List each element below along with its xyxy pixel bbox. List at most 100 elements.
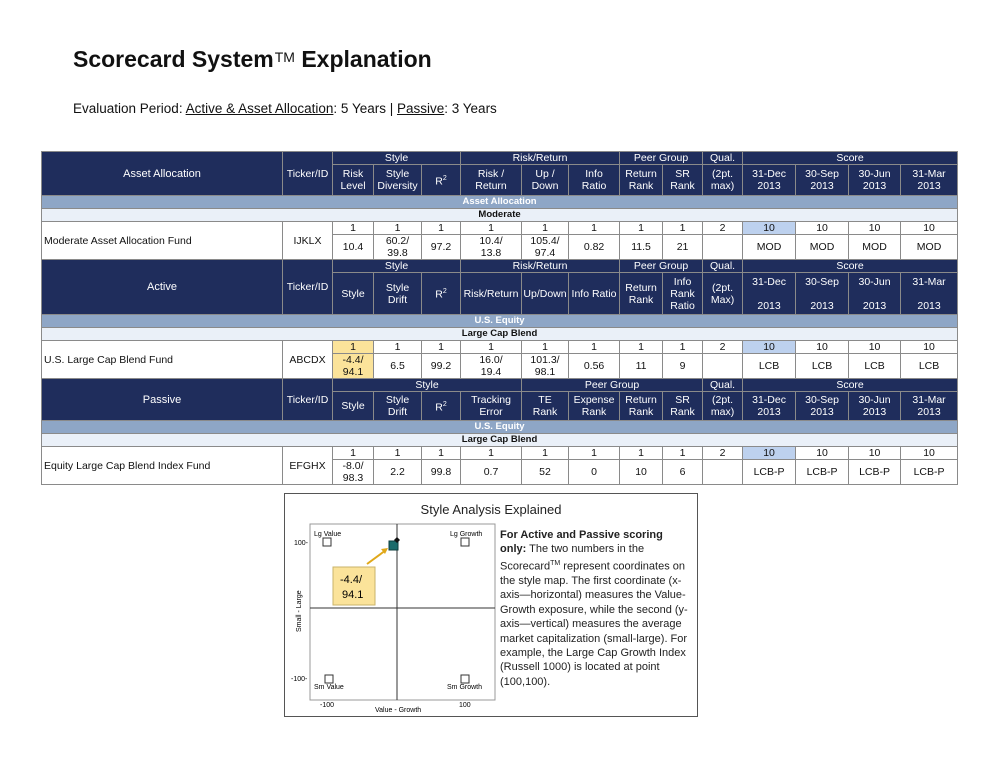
value-cell: 6.5 xyxy=(373,353,422,379)
header-qual: Qual. xyxy=(702,378,744,392)
header-ticker: Ticker/ID xyxy=(282,259,333,315)
header-r2: R2 xyxy=(420,164,462,196)
header-peer-group: Peer Group xyxy=(619,151,704,165)
sm-growth-label: Sm Growth xyxy=(447,684,482,691)
y-tick-bottom: -100- xyxy=(291,676,308,683)
eval-passive: Passive xyxy=(396,101,445,116)
header-risk-return: Risk/Return xyxy=(460,151,621,165)
table-row: Moderate Asset Allocation Fund IJKLX 1 1… xyxy=(41,221,959,260)
y-axis-label: Small - Large xyxy=(296,590,303,632)
value-cell: 60.2/39.8 xyxy=(373,234,422,260)
eval-active: Active & Asset Allocation xyxy=(185,101,334,116)
score-cell: 10 xyxy=(795,446,850,460)
style-description: For Active and Passive scoring only: The… xyxy=(500,529,688,688)
style-coordinate-cell: -4.4/94.1 xyxy=(332,353,374,379)
value-cell: 6 xyxy=(662,459,704,485)
score-cell: 10 xyxy=(795,340,850,354)
table-row: U.S. Large Cap Blend Fund ABCDX 1 1 1 1 … xyxy=(41,340,959,379)
header-style: Style xyxy=(331,259,462,273)
header-r2: R2 xyxy=(420,391,462,421)
score-cell: 10 xyxy=(742,446,797,460)
value-cell: 21 xyxy=(662,234,704,260)
header-up-down: Up/Down xyxy=(521,272,570,315)
header-ticker: Ticker/ID xyxy=(282,151,333,196)
header-date-2: 30-Sep 2013 xyxy=(795,164,850,196)
lg-growth-marker xyxy=(460,537,470,547)
table-row: -4.4/94.1 6.5 99.2 16.0/19.4 101.3/98.1 … xyxy=(42,353,959,379)
header-r2: R2 xyxy=(420,272,462,315)
value-cell xyxy=(702,459,744,485)
header-up-down: Up / Down xyxy=(521,164,570,196)
value-cell: 99.2 xyxy=(420,353,462,379)
points-cell: 1 xyxy=(420,446,462,460)
points-cell: 2 xyxy=(702,221,744,235)
header-tracking-error: Tracking Error xyxy=(460,391,523,421)
header-style-col: Style xyxy=(332,391,374,421)
category-cell: MOD xyxy=(742,234,797,260)
fund-style-point xyxy=(388,540,399,551)
header-style-diversity: Style Diversity xyxy=(373,164,422,196)
category-cell: MOD xyxy=(795,234,850,260)
header-info-ratio: Info Ratio xyxy=(568,272,621,315)
header-qual: Qual. xyxy=(702,259,744,273)
score-cell: 10 xyxy=(848,340,902,354)
score-cell: 10 xyxy=(900,340,959,354)
style-analysis-box: Style Analysis Explained Lg Value Lg Gro… xyxy=(284,493,698,717)
fund-name: Equity Large Cap Blend Index Fund xyxy=(41,446,283,485)
points-cell: 1 xyxy=(332,221,374,235)
section-asset-allocation: Asset Allocation xyxy=(40,195,959,209)
sm-value-label: Sm Value xyxy=(314,684,344,691)
table-row: Equity Large Cap Blend Index Fund EFGHX … xyxy=(41,446,959,485)
value-cell: 0.82 xyxy=(568,234,621,260)
points-cell: 1 xyxy=(460,340,523,354)
sm-value-marker xyxy=(324,674,334,684)
points-cell: 1 xyxy=(373,221,422,235)
header-risk-level: Risk Level xyxy=(332,164,374,196)
points-cell: 2 xyxy=(702,446,744,460)
callout-line-2: 94.1 xyxy=(342,589,363,601)
header-score: Score xyxy=(742,151,959,165)
style-map: Lg Value Lg Growth Sm Value Sm Growth 10… xyxy=(291,523,496,714)
points-cell: 1 xyxy=(332,340,374,354)
category-cell: LCB-P xyxy=(900,459,959,485)
header-info-ratio-rank: Info Rank Ratio xyxy=(662,272,704,315)
header-date-4: 31-Mar 2013 xyxy=(900,272,959,315)
callout-arrow-head xyxy=(381,548,388,554)
category-cell: MOD xyxy=(848,234,902,260)
value-cell xyxy=(702,353,744,379)
points-cell: 1 xyxy=(521,340,570,354)
points-cell: 1 xyxy=(420,221,462,235)
points-cell: 1 xyxy=(662,340,704,354)
value-cell: 101.3/98.1 xyxy=(521,353,570,379)
index-point-marker xyxy=(394,537,400,543)
header-date-3: 30-Jun 2013 xyxy=(848,272,902,315)
header-style: Style xyxy=(331,151,462,165)
fund-ticker: ABCDX xyxy=(282,340,333,379)
header-style-drift: Style Drift xyxy=(373,391,422,421)
style-coordinate-cell: -8.0/98.3 xyxy=(332,459,374,485)
header-date-2: 30-Sep 2013 xyxy=(795,391,850,421)
category-cell: LCB-P xyxy=(742,459,797,485)
score-cell: 10 xyxy=(795,221,850,235)
header-date-4: 31-Mar 2013 xyxy=(900,164,959,196)
points-cell: 1 xyxy=(521,446,570,460)
table-row: -8.0/98.3 2.2 99.8 0.7 52 0 10 6 LCB-P L… xyxy=(42,459,959,485)
points-cell: 1 xyxy=(619,446,664,460)
score-cell: 10 xyxy=(900,221,959,235)
header-date-1: 31-Dec 2013 xyxy=(742,164,797,196)
subsection-moderate: Moderate xyxy=(40,208,959,222)
header-peer-group: Peer Group xyxy=(619,259,704,273)
header-info-ratio: Info Ratio xyxy=(568,164,621,196)
lg-value-marker xyxy=(322,537,332,547)
subsection-large-cap-blend: Large Cap Blend xyxy=(40,327,959,341)
fund-name: Moderate Asset Allocation Fund xyxy=(41,221,283,260)
callout-box xyxy=(332,566,376,606)
value-cell: 105.4/97.4 xyxy=(521,234,570,260)
x-axis-label: Value - Growth xyxy=(375,707,421,714)
header-qual-points: (2pt. max) xyxy=(702,391,744,421)
header-score: Score xyxy=(742,259,959,273)
score-cell: 10 xyxy=(848,221,902,235)
lg-growth-label: Lg Growth xyxy=(450,531,482,538)
header-return-rank: Return Rank xyxy=(619,272,664,315)
value-cell: 2.2 xyxy=(373,459,422,485)
